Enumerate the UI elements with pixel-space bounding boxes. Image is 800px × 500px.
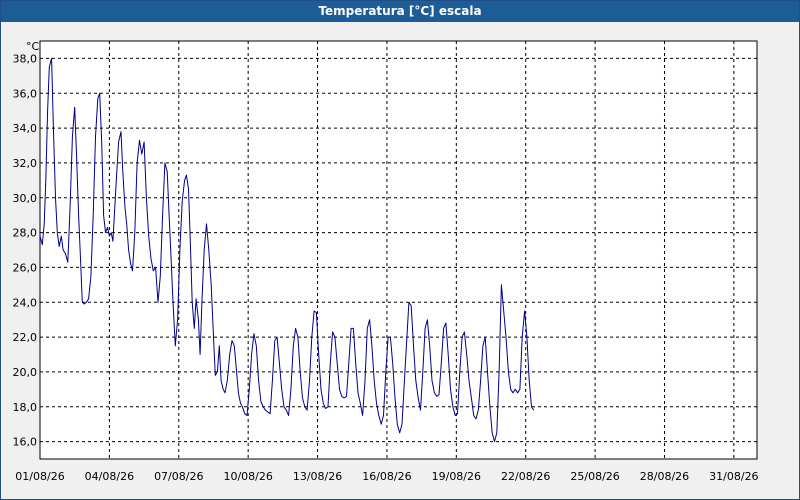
y-tick-label: 18,0 (13, 401, 38, 414)
x-axis-ticks: 01/08/26 04/08/26 07/08/26 10/08/26 13/08/26… (15, 470, 758, 483)
y-axis-unit-label: °C (26, 40, 40, 53)
y-tick-label: 24,0 (13, 296, 38, 309)
x-tick-label: 25/08/26 (570, 470, 619, 483)
y-tick-label: 26,0 (13, 261, 38, 274)
x-tick-label: 13/08/26 (293, 470, 342, 483)
y-tick-label: 22,0 (13, 331, 38, 344)
grid-lines (39, 41, 757, 459)
x-tick-label: 01/08/26 (15, 470, 64, 483)
y-tick-label: 36,0 (13, 87, 38, 100)
x-tick-label: 07/08/26 (154, 470, 203, 483)
y-tick-label: 38,0 (13, 52, 38, 65)
x-tick-label: 31/08/26 (709, 470, 758, 483)
x-tick-label: 28/08/26 (640, 470, 689, 483)
x-tick-label: 16/08/26 (362, 470, 411, 483)
temperature-series-line (39, 57, 535, 443)
y-tick-label: 20,0 (13, 366, 38, 379)
plot-area (39, 40, 758, 460)
x-tick-label: 19/08/26 (432, 470, 481, 483)
series-group (39, 57, 535, 443)
y-tick-label: 30,0 (13, 192, 38, 205)
x-tick-label: 10/08/26 (223, 470, 272, 483)
y-axis-ticks: 16,0 18,0 20,0 22,0 24,0 26,0 28,0 30,0 32,0 34,0… (13, 52, 38, 448)
y-tick-label: 16,0 (13, 436, 38, 449)
y-tick-label: 28,0 (13, 227, 38, 240)
x-tick-label: 04/08/26 (85, 470, 134, 483)
chart-title: Temperatura [°C] escala (1, 1, 799, 22)
y-tick-label: 34,0 (13, 122, 38, 135)
x-tick-label: 22/08/26 (501, 470, 550, 483)
y-tick-label: 32,0 (13, 157, 38, 170)
